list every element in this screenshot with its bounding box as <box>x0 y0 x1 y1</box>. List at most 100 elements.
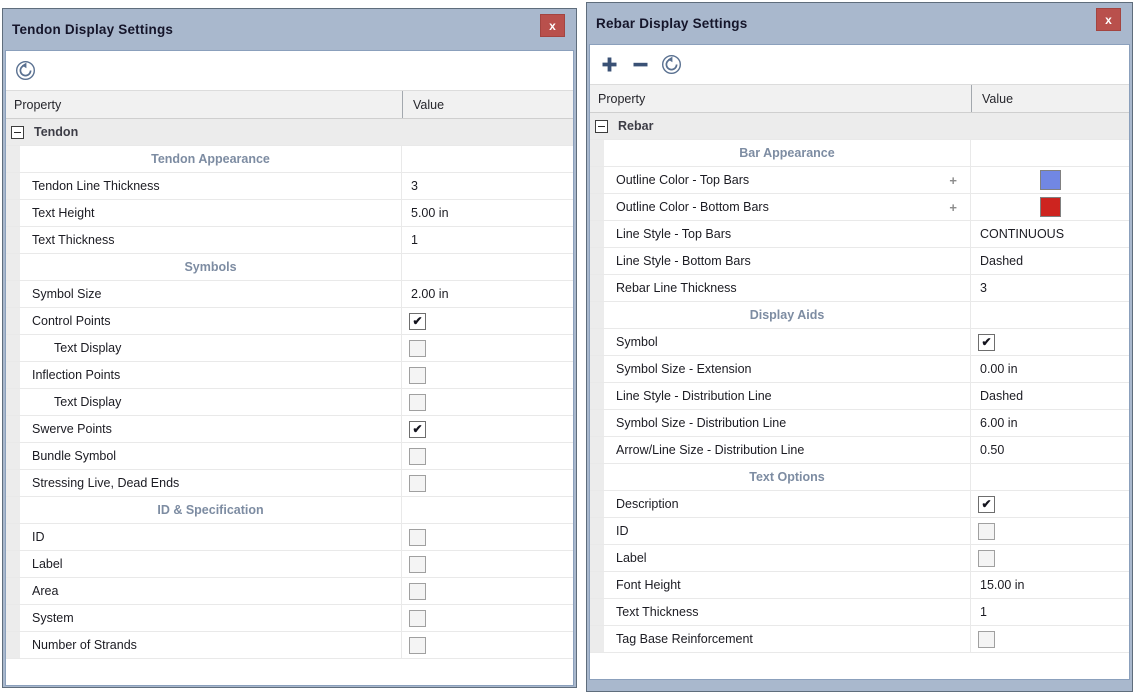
property-value[interactable]: Dashed <box>980 389 1024 403</box>
checkbox[interactable] <box>409 447 426 465</box>
value-cell[interactable]: 0.50 <box>971 437 1129 463</box>
property-value[interactable]: 5.00 in <box>411 206 449 220</box>
value-cell[interactable] <box>402 578 573 604</box>
value-cell[interactable] <box>402 605 573 631</box>
checkbox[interactable] <box>978 549 995 567</box>
value-cell[interactable]: 1 <box>402 227 573 253</box>
checkbox[interactable] <box>409 393 426 411</box>
value-cell[interactable]: 6.00 in <box>971 410 1129 436</box>
property-cell: Symbol <box>604 329 971 355</box>
value-cell[interactable] <box>402 551 573 577</box>
property-label: Control Points <box>32 314 111 328</box>
close-button[interactable]: x <box>1096 8 1121 31</box>
property-value[interactable]: Dashed <box>980 254 1024 268</box>
value-cell <box>971 140 1129 166</box>
value-cell[interactable]: 15.00 in <box>971 572 1129 598</box>
property-cell: ID <box>604 518 971 544</box>
value-cell[interactable] <box>971 545 1129 571</box>
value-cell[interactable]: 0.00 in <box>971 356 1129 382</box>
group-label: Tendon <box>34 125 79 139</box>
group-label: Rebar <box>618 119 654 133</box>
value-cell[interactable] <box>971 167 1129 193</box>
property-value[interactable]: 3 <box>980 281 987 295</box>
property-value[interactable]: 1 <box>980 605 987 619</box>
checkbox[interactable] <box>409 609 426 627</box>
property-row: Symbol Size - Extension 0.00 in <box>590 356 1129 383</box>
group-row[interactable]: Rebar <box>590 113 1129 140</box>
property-cell: Stressing Live, Dead Ends <box>20 470 402 496</box>
property-row: Text Display <box>6 335 573 362</box>
indent-strip <box>6 632 20 658</box>
value-cell[interactable]: Dashed <box>971 248 1129 274</box>
checkbox[interactable]: ✔ <box>978 333 995 351</box>
section-header-label: Tendon Appearance <box>151 152 270 166</box>
property-value[interactable]: 1 <box>411 233 418 247</box>
value-cell[interactable]: 2.00 in <box>402 281 573 307</box>
checkbox[interactable] <box>409 582 426 600</box>
checkbox[interactable] <box>409 474 426 492</box>
value-cell[interactable] <box>402 335 573 361</box>
plus-button[interactable] <box>597 53 621 77</box>
property-row: Number of Strands <box>6 632 573 659</box>
property-value[interactable]: 0.50 <box>980 443 1005 457</box>
titlebar[interactable]: Tendon Display Settings x <box>3 9 576 50</box>
checkbox[interactable] <box>409 555 426 573</box>
property-cell: Arrow/Line Size - Distribution Line <box>604 437 971 463</box>
group-row[interactable]: Tendon <box>6 119 573 146</box>
checkbox[interactable]: ✔ <box>978 495 995 513</box>
property-label: Symbol Size <box>32 287 102 301</box>
color-swatch[interactable] <box>1039 170 1061 190</box>
property-value[interactable]: 0.00 in <box>980 362 1018 376</box>
property-value[interactable]: CONTINUOUS <box>980 227 1065 241</box>
collapse-box-icon[interactable] <box>11 125 24 139</box>
property-row: Outline Color - Bottom Bars + <box>590 194 1129 221</box>
value-cell[interactable]: 1 <box>971 599 1129 625</box>
checkbox[interactable]: ✔ <box>409 312 426 330</box>
property-value[interactable]: 3 <box>411 179 418 193</box>
value-cell[interactable] <box>402 470 573 496</box>
checkbox[interactable] <box>409 339 426 357</box>
minus-button[interactable] <box>628 53 652 77</box>
property-label: Number of Strands <box>32 638 137 652</box>
value-cell[interactable]: 5.00 in <box>402 200 573 226</box>
value-cell[interactable] <box>402 389 573 415</box>
checkbox[interactable] <box>978 522 995 540</box>
value-cell[interactable]: ✔ <box>402 308 573 334</box>
value-cell[interactable]: 3 <box>402 173 573 199</box>
expand-plus-icon[interactable]: + <box>949 199 957 215</box>
close-button[interactable]: x <box>540 14 565 37</box>
value-cell[interactable]: ✔ <box>971 329 1129 355</box>
checkbox[interactable] <box>978 630 995 648</box>
value-cell[interactable]: CONTINUOUS <box>971 221 1129 247</box>
value-cell[interactable]: ✔ <box>971 491 1129 517</box>
value-cell[interactable] <box>971 626 1129 652</box>
value-cell[interactable] <box>402 632 573 658</box>
subheader-row: ID & Specification <box>6 497 573 524</box>
value-cell[interactable]: ✔ <box>402 416 573 442</box>
value-cell[interactable] <box>402 524 573 550</box>
property-value[interactable]: 2.00 in <box>411 287 449 301</box>
color-swatch[interactable] <box>1039 197 1061 217</box>
property-label: Text Display <box>54 341 122 355</box>
reset-button[interactable] <box>659 53 683 77</box>
checkbox[interactable]: ✔ <box>409 420 426 438</box>
checkbox[interactable] <box>409 636 426 654</box>
indent-strip <box>590 275 604 301</box>
property-cell: Font Height <box>604 572 971 598</box>
indent-strip <box>6 362 20 388</box>
collapse-box-icon[interactable] <box>595 119 608 133</box>
expand-plus-icon[interactable]: + <box>949 172 957 188</box>
property-label: Outline Color - Top Bars <box>616 173 750 187</box>
value-cell[interactable]: Dashed <box>971 383 1129 409</box>
property-value[interactable]: 15.00 in <box>980 578 1025 592</box>
property-value[interactable]: 6.00 in <box>980 416 1018 430</box>
value-cell[interactable]: 3 <box>971 275 1129 301</box>
titlebar[interactable]: Rebar Display Settings x <box>587 3 1132 44</box>
value-cell[interactable] <box>402 443 573 469</box>
value-cell[interactable] <box>971 194 1129 220</box>
value-cell[interactable] <box>971 518 1129 544</box>
checkbox[interactable] <box>409 528 426 546</box>
reset-button[interactable] <box>13 59 37 83</box>
checkbox[interactable] <box>409 366 426 384</box>
value-cell[interactable] <box>402 362 573 388</box>
